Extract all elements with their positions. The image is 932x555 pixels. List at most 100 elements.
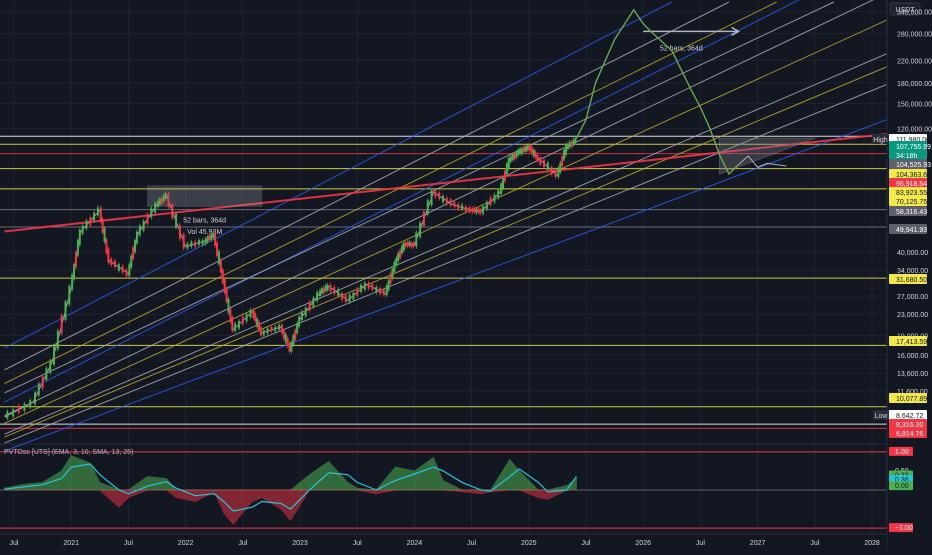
candle[interactable] [412, 242, 415, 247]
candle[interactable] [167, 192, 170, 208]
candle[interactable] [379, 288, 382, 295]
candle[interactable] [397, 253, 400, 262]
candle[interactable] [105, 239, 108, 254]
candle[interactable] [68, 285, 71, 305]
candle[interactable] [296, 323, 299, 334]
candle[interactable] [217, 251, 220, 265]
candle[interactable] [259, 327, 262, 336]
candle[interactable] [393, 261, 396, 272]
candle[interactable] [457, 204, 460, 210]
candle[interactable] [404, 242, 407, 247]
candle[interactable] [526, 144, 529, 150]
candle[interactable] [182, 234, 185, 249]
price-tag[interactable] [889, 196, 927, 206]
candle[interactable] [316, 292, 319, 302]
candle[interactable] [356, 288, 359, 296]
candle[interactable] [241, 316, 244, 325]
candle[interactable] [550, 166, 553, 175]
candle[interactable] [101, 218, 104, 233]
range-box-2021[interactable] [146, 185, 263, 207]
candle[interactable] [519, 148, 522, 154]
candle[interactable] [294, 329, 297, 340]
candle[interactable] [93, 212, 96, 221]
candle[interactable] [234, 323, 237, 332]
candle[interactable] [121, 266, 124, 273]
candle[interactable] [563, 149, 566, 160]
candle[interactable] [479, 209, 482, 214]
price-tag[interactable] [889, 274, 927, 284]
currency-badge[interactable] [889, 2, 921, 16]
candle[interactable] [360, 284, 363, 292]
candle[interactable] [274, 326, 277, 332]
candle[interactable] [186, 243, 189, 249]
candle[interactable] [41, 376, 44, 389]
candle[interactable] [290, 341, 293, 352]
candle[interactable] [477, 208, 480, 213]
price-tag[interactable] [889, 336, 927, 346]
price-tag-extra[interactable] [889, 150, 927, 160]
candle[interactable] [329, 284, 332, 292]
candle[interactable] [146, 214, 149, 225]
channel-line-white-3[interactable] [4, 39, 920, 435]
candle[interactable] [434, 190, 437, 198]
channel-line-white-0[interactable] [4, 1, 730, 371]
candle[interactable] [158, 198, 161, 205]
candle[interactable] [6, 411, 9, 419]
candle[interactable] [410, 242, 413, 248]
candle[interactable] [245, 314, 248, 322]
candle[interactable] [156, 201, 159, 207]
candle[interactable] [500, 183, 503, 194]
candle[interactable] [493, 194, 496, 203]
price-tag[interactable] [889, 178, 927, 188]
candle[interactable] [60, 314, 63, 334]
candle[interactable] [507, 157, 510, 169]
candle[interactable] [382, 289, 385, 296]
candle[interactable] [401, 245, 404, 254]
candle[interactable] [85, 220, 88, 229]
channel-line-yellow-1[interactable] [4, 4, 920, 424]
candle[interactable] [395, 257, 398, 266]
candle[interactable] [554, 169, 557, 178]
candle[interactable] [37, 383, 40, 396]
candle[interactable] [497, 189, 500, 198]
candle[interactable] [284, 333, 287, 343]
channel-line-yellow-2[interactable] [4, 52, 920, 438]
candle[interactable] [546, 162, 549, 170]
candle[interactable] [45, 367, 48, 380]
candle[interactable] [150, 207, 153, 218]
osc-negative-area[interactable] [4, 489, 577, 526]
candle[interactable] [304, 307, 307, 317]
candle[interactable] [194, 241, 197, 247]
candle[interactable] [326, 284, 329, 291]
candle[interactable] [12, 409, 15, 417]
candle[interactable] [237, 320, 240, 329]
candle[interactable] [532, 149, 535, 157]
candle[interactable] [221, 269, 224, 283]
candle[interactable] [125, 269, 128, 277]
candle[interactable] [539, 157, 542, 165]
candle[interactable] [445, 197, 448, 205]
candle[interactable] [402, 242, 405, 251]
candle[interactable] [53, 346, 56, 365]
candle[interactable] [473, 207, 476, 212]
candle[interactable] [367, 282, 370, 289]
candle[interactable] [572, 139, 575, 145]
candle[interactable] [114, 260, 117, 268]
candle[interactable] [322, 287, 325, 294]
candle[interactable] [453, 201, 456, 207]
candle[interactable] [509, 156, 512, 162]
channel-line-blue-2[interactable] [4, 106, 920, 452]
candle[interactable] [107, 248, 110, 263]
price-tag[interactable] [889, 206, 927, 216]
candle[interactable] [557, 167, 560, 178]
osc-tag[interactable] [889, 523, 913, 533]
candle[interactable] [286, 337, 289, 347]
candle[interactable] [74, 252, 77, 268]
candle[interactable] [190, 241, 193, 247]
candle[interactable] [162, 195, 165, 202]
candle[interactable] [530, 146, 533, 153]
projection-tail[interactable] [738, 155, 787, 168]
channel-line-yellow-0[interactable] [4, 1, 777, 384]
candle[interactable] [103, 228, 106, 243]
candle[interactable] [344, 295, 347, 302]
